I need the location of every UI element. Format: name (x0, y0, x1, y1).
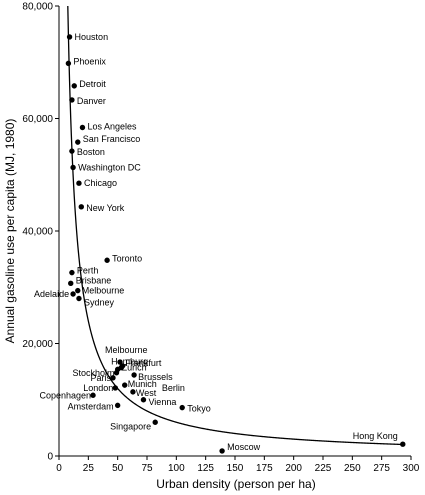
y-axis-title: Annual gasoline use per capita (MJ, 1980… (3, 119, 17, 344)
data-point (69, 97, 75, 103)
y-tick-label: 40,000 (22, 227, 53, 238)
x-tick-label: 125 (197, 463, 214, 474)
data-point (68, 280, 74, 287)
point-label: Washington DC (78, 162, 141, 172)
point-label: Detroit (79, 79, 106, 89)
y-tick-label: 60,000 (22, 114, 53, 125)
data-point (66, 34, 73, 40)
point-label: Copenhagen (39, 390, 91, 400)
data-point (114, 402, 121, 409)
data-point (75, 287, 81, 294)
point-label: Adelaide (34, 289, 69, 299)
data-point (79, 124, 86, 131)
point-label: Zurich (122, 362, 147, 372)
data-point (70, 291, 76, 297)
point-label: Vienna (148, 397, 176, 407)
point-label: Tokyo (187, 404, 211, 414)
point-label: Houston (75, 32, 109, 42)
point-labels: Houston Phoenix Detroit Danver Los Angeles Sa… (34, 32, 398, 452)
point-label: Brisbane (76, 275, 112, 285)
data-point (122, 382, 128, 388)
data-point (131, 372, 137, 378)
point-label: Hong Kong (353, 431, 398, 441)
point-label: Frankfurt (125, 358, 162, 368)
point-label: Munich (128, 379, 157, 389)
point-label: San Francisco (83, 134, 141, 144)
data-point (179, 404, 185, 411)
data-point (113, 370, 120, 376)
data-point (400, 441, 406, 447)
data-point (65, 60, 72, 67)
point-label: Stockholm (72, 368, 114, 378)
x-tick-label: 250 (344, 463, 361, 474)
point-label: Los Angeles (87, 122, 137, 132)
data-point (75, 139, 81, 145)
fitted-curve (67, 5, 403, 446)
data-point (104, 257, 110, 263)
x-axis-ticks: 0 25 50 75 100 125 150 175 200 225 250 275 300 (56, 456, 420, 474)
x-tick-label: 175 (256, 463, 273, 474)
point-label: Perth (77, 266, 99, 276)
y-axis-ticks: 0 20,000 40,000 60,000 80,000 (22, 2, 59, 463)
point-label: Phoenix (73, 56, 106, 66)
x-tick-label: 75 (141, 463, 153, 474)
data-point (152, 419, 158, 425)
x-tick-label: 25 (83, 463, 95, 474)
data-points (65, 34, 406, 454)
point-label: Melbourne (82, 286, 125, 296)
point-label: Berlin (162, 383, 185, 393)
x-tick-label: 275 (373, 463, 390, 474)
data-point (219, 448, 225, 454)
point-label: New York (86, 203, 125, 213)
x-axis-title: Urban density (person per ha) (156, 477, 315, 491)
point-label: Paris (90, 373, 111, 383)
point-label: Sydney (84, 298, 115, 308)
data-point (119, 363, 126, 369)
point-label: West (136, 388, 157, 398)
point-label: Boston (77, 147, 105, 157)
x-tick-label: 200 (285, 463, 302, 474)
x-tick-label: 100 (168, 463, 185, 474)
data-point (110, 375, 116, 381)
point-label: Chicago (84, 178, 117, 188)
data-point (90, 392, 96, 398)
x-tick-label: 150 (227, 463, 244, 474)
point-label: Danver (77, 96, 106, 106)
x-tick-label: 300 (403, 463, 420, 474)
data-point (69, 148, 75, 154)
x-tick-label: 50 (112, 463, 124, 474)
point-label: Toronto (112, 253, 142, 263)
point-label: Melbourne (105, 345, 148, 355)
data-point (76, 180, 82, 186)
point-label: Moscow (227, 442, 261, 452)
data-point (140, 397, 147, 403)
data-point (112, 385, 119, 391)
data-point (69, 269, 75, 276)
point-label: Brussels (138, 372, 173, 382)
data-point (130, 389, 136, 395)
data-point (78, 204, 84, 210)
point-label: Singapore (110, 421, 151, 431)
y-tick-label: 0 (47, 452, 53, 463)
data-point (117, 359, 123, 365)
point-label: Amsterdam (68, 401, 114, 411)
x-tick-label: 0 (56, 463, 62, 474)
y-tick-label: 80,000 (22, 2, 53, 13)
data-point (71, 83, 77, 89)
data-point (70, 164, 76, 171)
data-point (76, 295, 82, 302)
y-tick-label: 20,000 (22, 339, 53, 350)
x-tick-label: 225 (315, 463, 332, 474)
point-label: London (83, 383, 113, 393)
point-label: Hamburg (111, 357, 148, 367)
